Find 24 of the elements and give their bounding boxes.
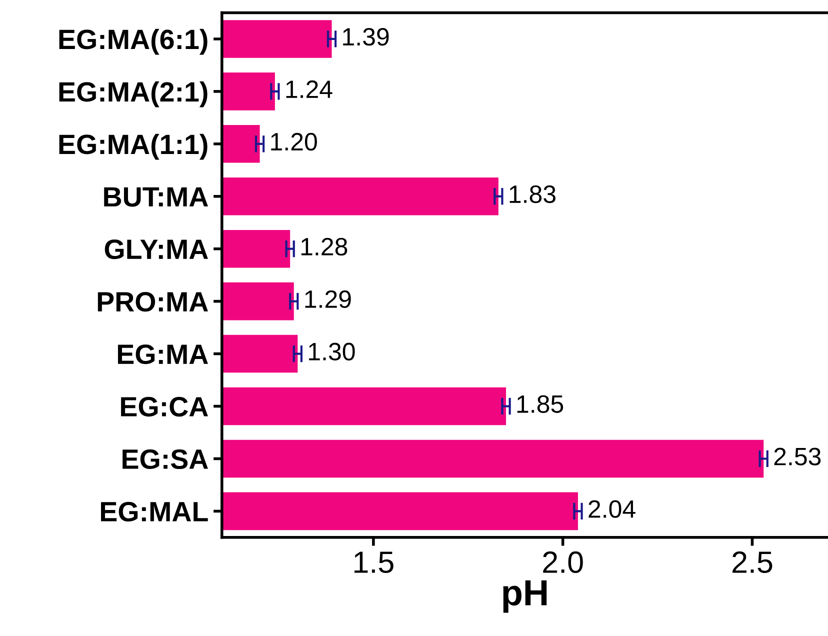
data-label: 1.83 [510, 185, 556, 204]
y-tick-label: GLY:MA [104, 240, 208, 260]
x-axis-title: pH [503, 580, 547, 613]
y-tick-label: BUT:MA [104, 187, 208, 207]
x-tick-label: 2.0 [543, 551, 583, 574]
data-label: 1.24 [286, 80, 332, 98]
data-label: 1.39 [343, 28, 389, 46]
x-tick-label: 1.5 [354, 552, 394, 574]
data-label: 1.29 [305, 290, 351, 308]
x-tick-label: 2.5 [732, 551, 772, 574]
y-tick-label: PRO:MA [98, 292, 208, 312]
data-label: 2.53 [774, 448, 821, 466]
data-label: 1.28 [301, 238, 348, 256]
y-tick-label: EG:MA(1:1) [59, 134, 208, 160]
data-label: 1.30 [309, 342, 355, 360]
data-label: 2.04 [588, 500, 636, 518]
data-label: 1.20 [271, 132, 317, 151]
y-tick-label: EG:SA [122, 449, 208, 470]
y-tick-label: EG:CA [121, 396, 208, 417]
data-label: 1.85 [517, 395, 564, 413]
y-tick-label: EG:MA(6:1) [59, 28, 208, 55]
y-tick-label: EG:MA [118, 344, 208, 364]
y-tick-label: EG:MAL [101, 502, 208, 522]
y-tick-label: EG:MA(2:1) [59, 81, 208, 108]
